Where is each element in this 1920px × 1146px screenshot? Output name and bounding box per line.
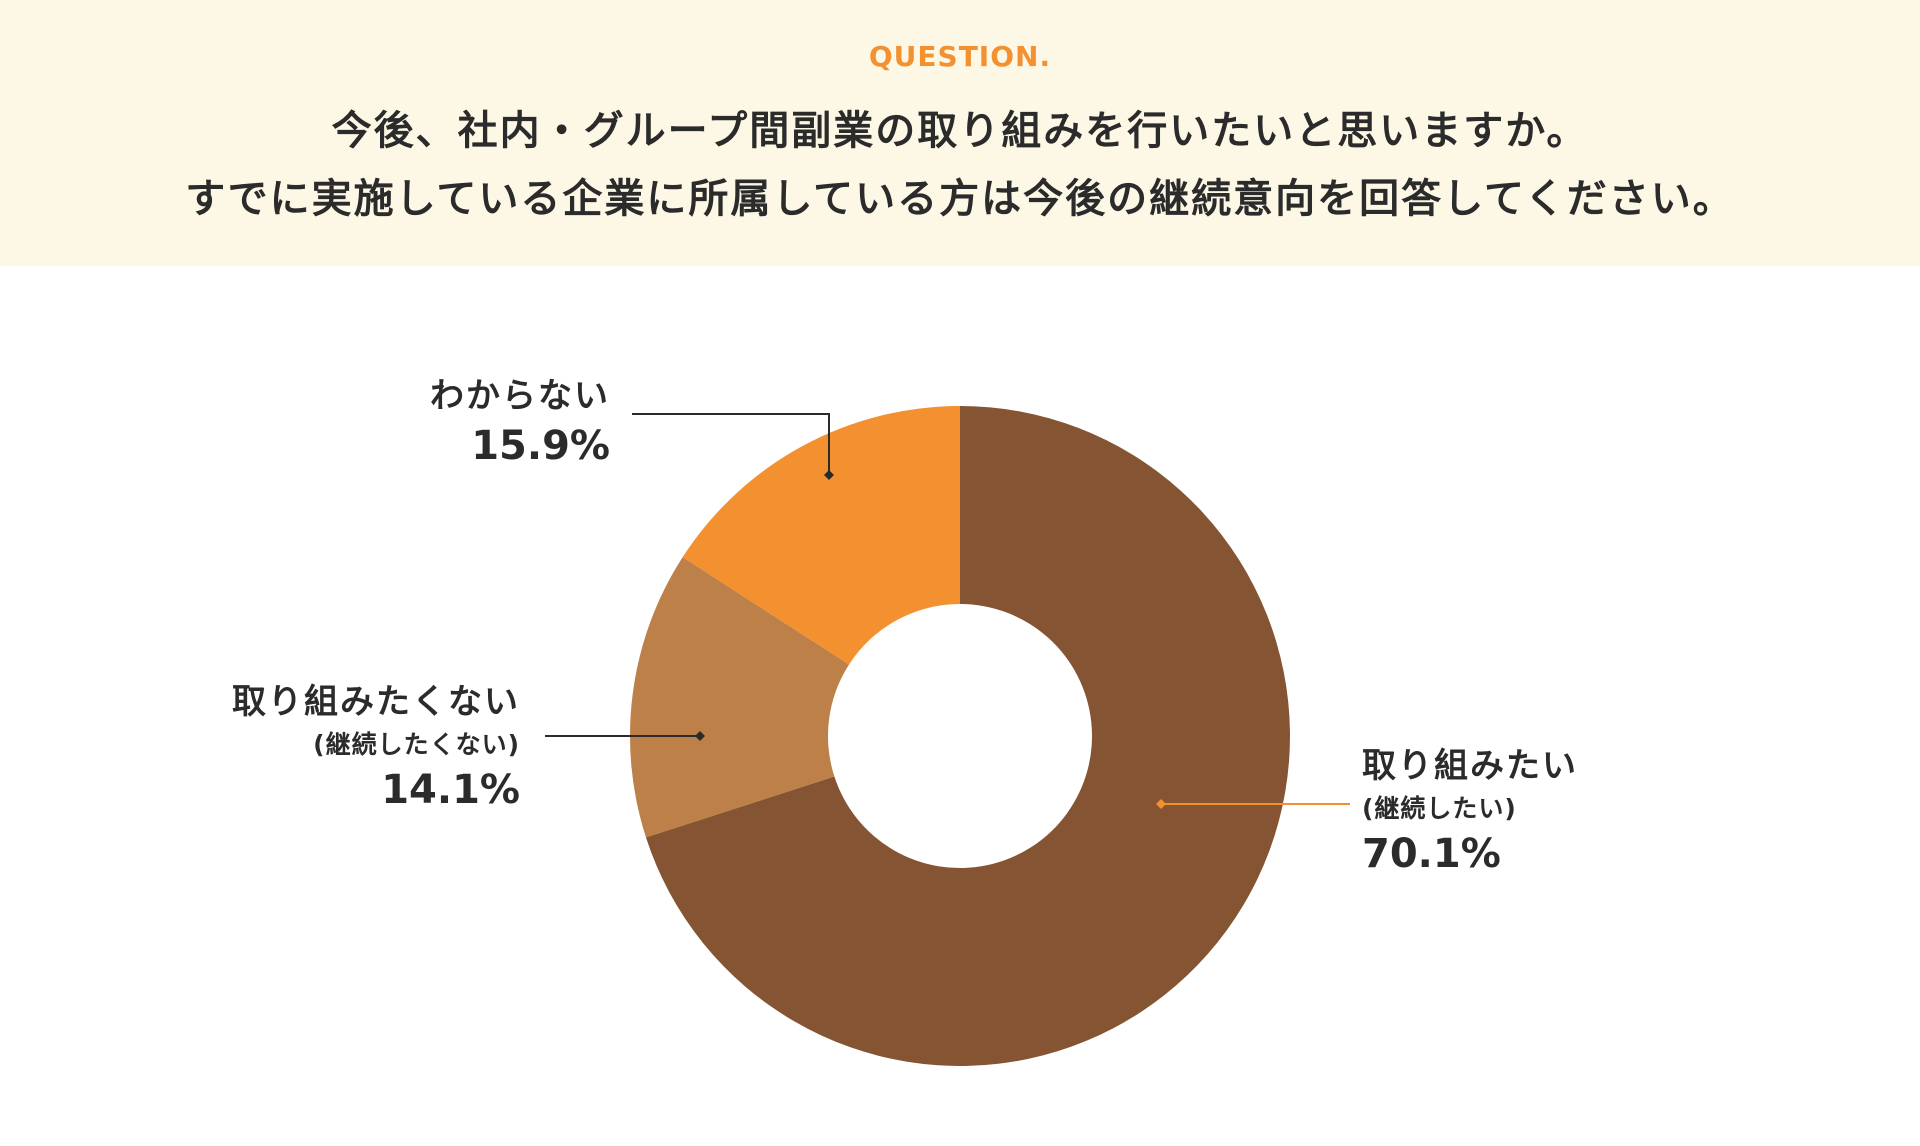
leader-line-unknown [632, 413, 830, 475]
slice-unknown [682, 406, 960, 665]
label-no: 取り組みたくない (継続したくない) 14.1% [160, 674, 520, 813]
leader-marker-yes [1156, 799, 1166, 809]
label-yes-name: 取り組みたい [1362, 746, 1578, 786]
label-yes: 取り組みたい (継続したい) 70.1% [1362, 738, 1662, 877]
label-yes-sublabel: (継続したい) [1362, 794, 1517, 823]
label-unknown: わからない 15.9% [380, 368, 610, 469]
label-no-name: 取り組みたくない [232, 682, 520, 722]
label-no-sublabel: (継続したくない) [313, 730, 520, 759]
leader-marker-no [695, 731, 705, 741]
label-unknown-name: わからない [430, 376, 610, 416]
question-text-line2: すでに実施している企業に所属している方は今後の継続意向を回答してください。 [185, 176, 1735, 222]
slice-no [630, 557, 850, 838]
donut-chart: わからない 15.9% 取り組みたくない (継続したくない) 14.1% 取り組… [0, 266, 1920, 1146]
label-no-value: 14.1% [381, 767, 520, 813]
question-band: QUESTION. 今後、社内・グループ間副業の取り組みを行いたいと思いますか。… [0, 0, 1920, 266]
question-label: QUESTION. [868, 40, 1052, 73]
label-yes-value: 70.1% [1362, 831, 1501, 877]
label-unknown-value: 15.9% [471, 423, 610, 469]
leader-marker-unknown [824, 470, 834, 480]
slice-yes [645, 406, 1290, 1066]
donut-chart-svg [545, 406, 1350, 1066]
question-text-line1: 今後、社内・グループ間副業の取り組みを行いたいと思いますか。 [331, 108, 1589, 154]
